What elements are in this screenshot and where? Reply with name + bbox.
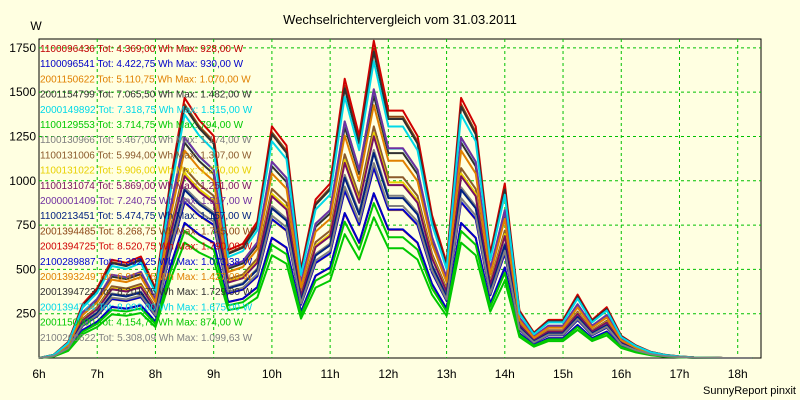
y-tick-label: 1500 [9, 85, 36, 99]
legend-id: 2001394724 [40, 302, 98, 313]
series-line-2001150000 [38, 202, 753, 359]
y-tick-label: 1750 [9, 41, 36, 55]
legend-id: 2001150622 [40, 74, 97, 85]
y-tick-labels: 250 500 750 1000 1250 1500 1750 [9, 41, 36, 321]
x-tick-labels: 6h 7h 8h 9h 10h 11h 12h 13h 14h 15h 16h 17h 18h [32, 367, 747, 381]
legend-stats: Tot: 4.154,75 Wh Max: 874,00 W [97, 318, 243, 329]
legend-id: 1100131022 [40, 166, 97, 177]
legend-id: 2100289887 [40, 257, 98, 268]
legend-id: 2001394485 [40, 226, 98, 237]
x-tick-label: 8h [149, 367, 162, 381]
y-tick-label: 1250 [9, 129, 36, 143]
legend-entry: 2001394723 Tot: 8.201,75 Wh Max: 1.729,0… [40, 287, 253, 298]
series-lines [38, 39, 753, 359]
legend-entry: 1100213451 Tot: 5.474,75 Wh Max: 1.157,0… [40, 211, 252, 222]
y-tick-label: 1000 [9, 174, 36, 188]
legend-entry: 1100131074 Tot: 5.869,00 Wh Max: 1.251,0… [40, 181, 252, 192]
legend-entry: 1100131006 Tot: 5.994,00 Wh Max: 1.307,0… [40, 150, 252, 161]
legend-id: 1100131006 [40, 150, 97, 161]
legend-stats: Tot: 5.994,00 Wh Max: 1.307,00 W [97, 150, 252, 161]
legend-entry: 1100129553 Tot: 3.714,75 Wh Max: 794,00 … [40, 120, 244, 131]
legend-entry: 2001394724 Tot: 8.000,00 Wh Max: 1.675,0… [40, 302, 253, 313]
legend-entry: 2001150000 Tot: 4.154,75 Wh Max: 874,00 … [40, 318, 244, 329]
legend-entry: 1100130966 Tot: 5.467,00 Wh Max: 1.174,0… [40, 135, 252, 146]
legend-id: 1100129553 [40, 120, 97, 131]
legend-entry: 2100260622 Tot: 5.308,09 Wh Max: 1.099,6… [40, 333, 253, 344]
legend-id: 1100096436 [40, 44, 97, 55]
legend-entry: 2000001409 Tot: 7.240,75 Wh Max: 1.517,0… [40, 196, 253, 207]
series-line-2001393249 [38, 104, 753, 359]
legend-id: 2001154799 [40, 90, 97, 101]
legend-entry: 1100096541 Tot: 4.422,75 Wh Max: 930,00 … [40, 59, 244, 70]
legend-stats: Tot: 7.318,75 Wh Max: 1.515,00 W [98, 105, 253, 116]
x-tick-label: 13h [437, 367, 457, 381]
x-tick-label: 12h [378, 367, 398, 381]
legend-stats: Tot: 8.201,75 Wh Max: 1.729,00 W [98, 287, 253, 298]
legend-stats: Tot: 8.268,75 Wh Max: 1.745,00 W [98, 226, 253, 237]
footer-credit: SunnyReport pinxit [703, 385, 796, 397]
legend-entry: 2100289887 Tot: 5.302,25 Wh Max: 1.073,3… [40, 257, 253, 268]
legend-stats: Tot: 5.906,00 Wh Max: 1.270,00 W [97, 166, 252, 177]
legend-id: 2000001409 [40, 196, 98, 207]
x-tick-label: 18h [728, 367, 748, 381]
y-tick-label: 750 [16, 218, 36, 232]
legend-stats: Tot: 4.369,00 Wh Max: 928,00 W [97, 44, 243, 55]
legend-id: 2100260622 [40, 333, 98, 344]
legend-id: 2000149892 [40, 105, 98, 116]
legend-stats: Tot: 7.240,75 Wh Max: 1.517,00 W [98, 196, 253, 207]
series-line-2100260622 [38, 162, 753, 359]
legend-entry: 2001154799 Tot: 7.065,50 Wh Max: 1.482,0… [40, 90, 252, 101]
legend: 1100096436 Tot: 4.369,00 Wh Max: 928,00 … [40, 44, 253, 344]
x-tick-label: 6h [32, 367, 45, 381]
legend-entry: 2001393249 Tot: 6.917,75 Wh Max: 1.427,0… [40, 272, 253, 283]
y-axis-unit-label: W [30, 19, 42, 33]
legend-stats: Tot: 5.302,25 Wh Max: 1.073,38 W [98, 257, 253, 268]
y-tick-label: 250 [16, 307, 36, 321]
x-tick-label: 11h [321, 367, 340, 381]
legend-entry: 2001394725 Tot: 8.520,75 Wh Max: 1.790,0… [40, 242, 253, 253]
legend-stats: Tot: 4.422,75 Wh Max: 930,00 W [97, 59, 243, 70]
legend-stats: Tot: 5.474,75 Wh Max: 1.157,00 W [97, 211, 252, 222]
legend-stats: Tot: 5.308,09 Wh Max: 1.099,63 W [98, 333, 253, 344]
legend-id: 1100130966 [40, 135, 97, 146]
legend-stats: Tot: 5.110,75 Wh Max: 1.070,00 W [97, 74, 251, 85]
chart-title: Wechselrichtervergleich vom 31.03.2011 [283, 12, 517, 27]
x-tick-label: 9h [207, 367, 220, 381]
legend-entry: 1100096436 Tot: 4.369,00 Wh Max: 928,00 … [40, 44, 244, 55]
legend-stats: Tot: 8.520,75 Wh Max: 1.790,00 W [98, 242, 253, 253]
legend-id: 1100096541 [40, 59, 97, 70]
legend-id: 2001150000 [40, 318, 97, 329]
legend-stats: Tot: 3.714,75 Wh Max: 794,00 W [97, 120, 243, 131]
x-tick-label: 7h [91, 367, 104, 381]
legend-id: 2001393249 [40, 272, 98, 283]
legend-entry: 1100131022 Tot: 5.906,00 Wh Max: 1.270,0… [40, 166, 252, 177]
y-tick-label: 500 [16, 262, 36, 276]
legend-stats: Tot: 6.917,75 Wh Max: 1.427,00 W [98, 272, 253, 283]
legend-id: 2001394725 [40, 242, 98, 253]
legend-id: 1100131074 [40, 181, 97, 192]
x-tick-label: 16h [611, 367, 631, 381]
x-tick-label: 15h [553, 367, 573, 381]
legend-stats: Tot: 5.869,00 Wh Max: 1.251,00 W [97, 181, 252, 192]
legend-id: 2001394723 [40, 287, 98, 298]
x-tick-label: 17h [669, 367, 689, 381]
legend-id: 1100213451 [40, 211, 97, 222]
legend-stats: Tot: 8.000,00 Wh Max: 1.675,00 W [98, 302, 253, 313]
x-tick-label: 14h [495, 367, 515, 381]
legend-entry: 2000149892 Tot: 7.318,75 Wh Max: 1.515,0… [40, 105, 253, 116]
series-line-2001394724 [38, 60, 753, 359]
legend-stats: Tot: 7.065,50 Wh Max: 1.482,00 W [97, 90, 252, 101]
legend-stats: Tot: 5.467,00 Wh Max: 1.174,00 W [97, 135, 252, 146]
x-tick-label: 10h [262, 367, 282, 381]
legend-entry: 2001150622 Tot: 5.110,75 Wh Max: 1.070,0… [40, 74, 251, 85]
legend-entry: 2001394485 Tot: 8.268,75 Wh Max: 1.745,0… [40, 226, 253, 237]
